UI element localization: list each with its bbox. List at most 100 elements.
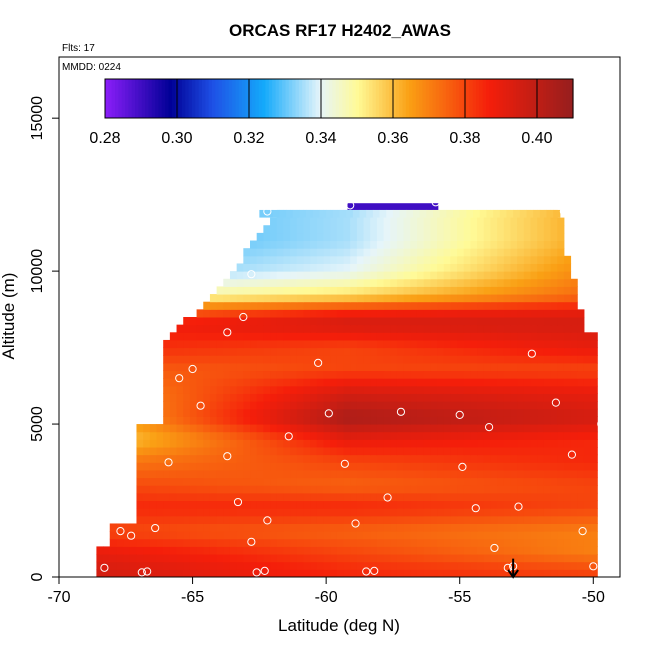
heatmap-cell (497, 393, 505, 402)
heatmap-cell (403, 362, 411, 372)
heatmap-cell (510, 477, 518, 486)
heatmap-cell (209, 416, 218, 425)
heatmap-cell (506, 209, 514, 218)
heatmap-cell (356, 278, 365, 287)
heatmap-cell (450, 439, 458, 448)
heatmap-cell (330, 309, 338, 318)
heatmap-cell (310, 339, 318, 349)
heatmap-cell (483, 424, 491, 433)
heatmap-cell (283, 469, 291, 479)
heatmap-cell (563, 278, 572, 287)
heatmap-cell (263, 554, 271, 563)
heatmap-cell (510, 240, 518, 249)
heatmap-cell (483, 401, 491, 410)
heatmap-cell (557, 339, 565, 349)
heatmap-cell (336, 217, 345, 226)
heatmap-cell (477, 500, 485, 509)
heatmap-cell (223, 500, 231, 509)
heatmap-cell (256, 286, 264, 295)
heatmap-cell (209, 492, 218, 502)
heatmap-cell (477, 469, 485, 479)
heatmap-cell (563, 500, 572, 509)
colorbar-swatch (151, 79, 156, 118)
heatmap-cell (370, 347, 378, 356)
heatmap-cell (370, 294, 378, 303)
heatmap-cell (156, 546, 164, 555)
heatmap-cell (350, 462, 358, 471)
heatmap-cell (270, 469, 278, 479)
heatmap-cell (169, 469, 178, 479)
heatmap-cell (517, 508, 525, 517)
heatmap-cell (283, 424, 291, 433)
heatmap-cell (169, 447, 178, 456)
heatmap-cell (563, 439, 572, 448)
heatmap-cell (490, 454, 498, 463)
heatmap-cell (517, 278, 525, 287)
heatmap-cell (483, 515, 491, 524)
heatmap-cell (209, 332, 218, 341)
heatmap-cell (450, 225, 458, 234)
heatmap-cell (189, 492, 198, 502)
heatmap-cell (443, 294, 451, 303)
heatmap-cell (176, 339, 184, 349)
sample-point (233, 497, 243, 507)
heatmap-cell (183, 317, 191, 326)
heatmap-cell (563, 332, 572, 341)
heatmap-cell (283, 554, 291, 563)
heatmap-cell (196, 408, 204, 417)
heatmap-cell (276, 416, 284, 425)
heatmap-cell (250, 255, 258, 264)
heatmap-cell (543, 500, 552, 509)
heatmap-cell (370, 515, 378, 524)
heatmap-cell (183, 355, 191, 364)
heatmap-cell (339, 209, 347, 218)
heatmap-cell (283, 225, 291, 234)
heatmap-cell (470, 393, 478, 402)
sample-point (594, 309, 603, 319)
heatmap-cell (537, 301, 545, 310)
colorbar-swatch (155, 79, 160, 118)
heatmap-cell (310, 355, 318, 364)
heatmap-cell (490, 508, 498, 517)
sample-point (351, 519, 360, 528)
heatmap-cell (490, 324, 498, 333)
heatmap-cell (156, 538, 164, 547)
heatmap-cell (457, 217, 465, 226)
heatmap-cell (430, 416, 438, 425)
heatmap-cell (203, 531, 211, 540)
sample-point (396, 407, 406, 416)
heatmap-cell (396, 408, 405, 417)
heatmap-cell (376, 401, 385, 410)
heatmap-cell (270, 240, 278, 249)
heatmap-cell (523, 301, 532, 310)
heatmap-cell (290, 232, 298, 242)
heatmap-cell (416, 515, 425, 524)
heatmap-cell (437, 531, 445, 540)
heatmap-cell (497, 317, 505, 326)
colorbar-swatch (218, 79, 223, 118)
heatmap-cell (323, 225, 331, 234)
heatmap-cell (363, 278, 371, 287)
heatmap-cell (370, 217, 378, 226)
heatmap-cell (129, 546, 137, 555)
heatmap-cell (497, 401, 505, 410)
heatmap-cell (563, 347, 572, 356)
heatmap-cell (263, 508, 271, 517)
heatmap-cell (470, 217, 478, 226)
heatmap-cell (517, 462, 525, 471)
heatmap-cell (590, 515, 598, 524)
heatmap-cell (423, 485, 431, 494)
heatmap-cell (303, 531, 311, 540)
heatmap-cell (356, 317, 365, 326)
heatmap-cell (296, 393, 304, 402)
heatmap-cell (483, 477, 491, 486)
heatmap-cell (343, 255, 351, 264)
heatmap-cell (430, 401, 438, 410)
heatmap-cell (457, 401, 465, 410)
heatmap-cell (350, 332, 358, 341)
heatmap-cell (590, 538, 598, 547)
heatmap-cell (350, 301, 358, 310)
heatmap-cell (530, 255, 538, 264)
heatmap-cell (276, 263, 284, 272)
heatmap-cell (183, 401, 191, 410)
